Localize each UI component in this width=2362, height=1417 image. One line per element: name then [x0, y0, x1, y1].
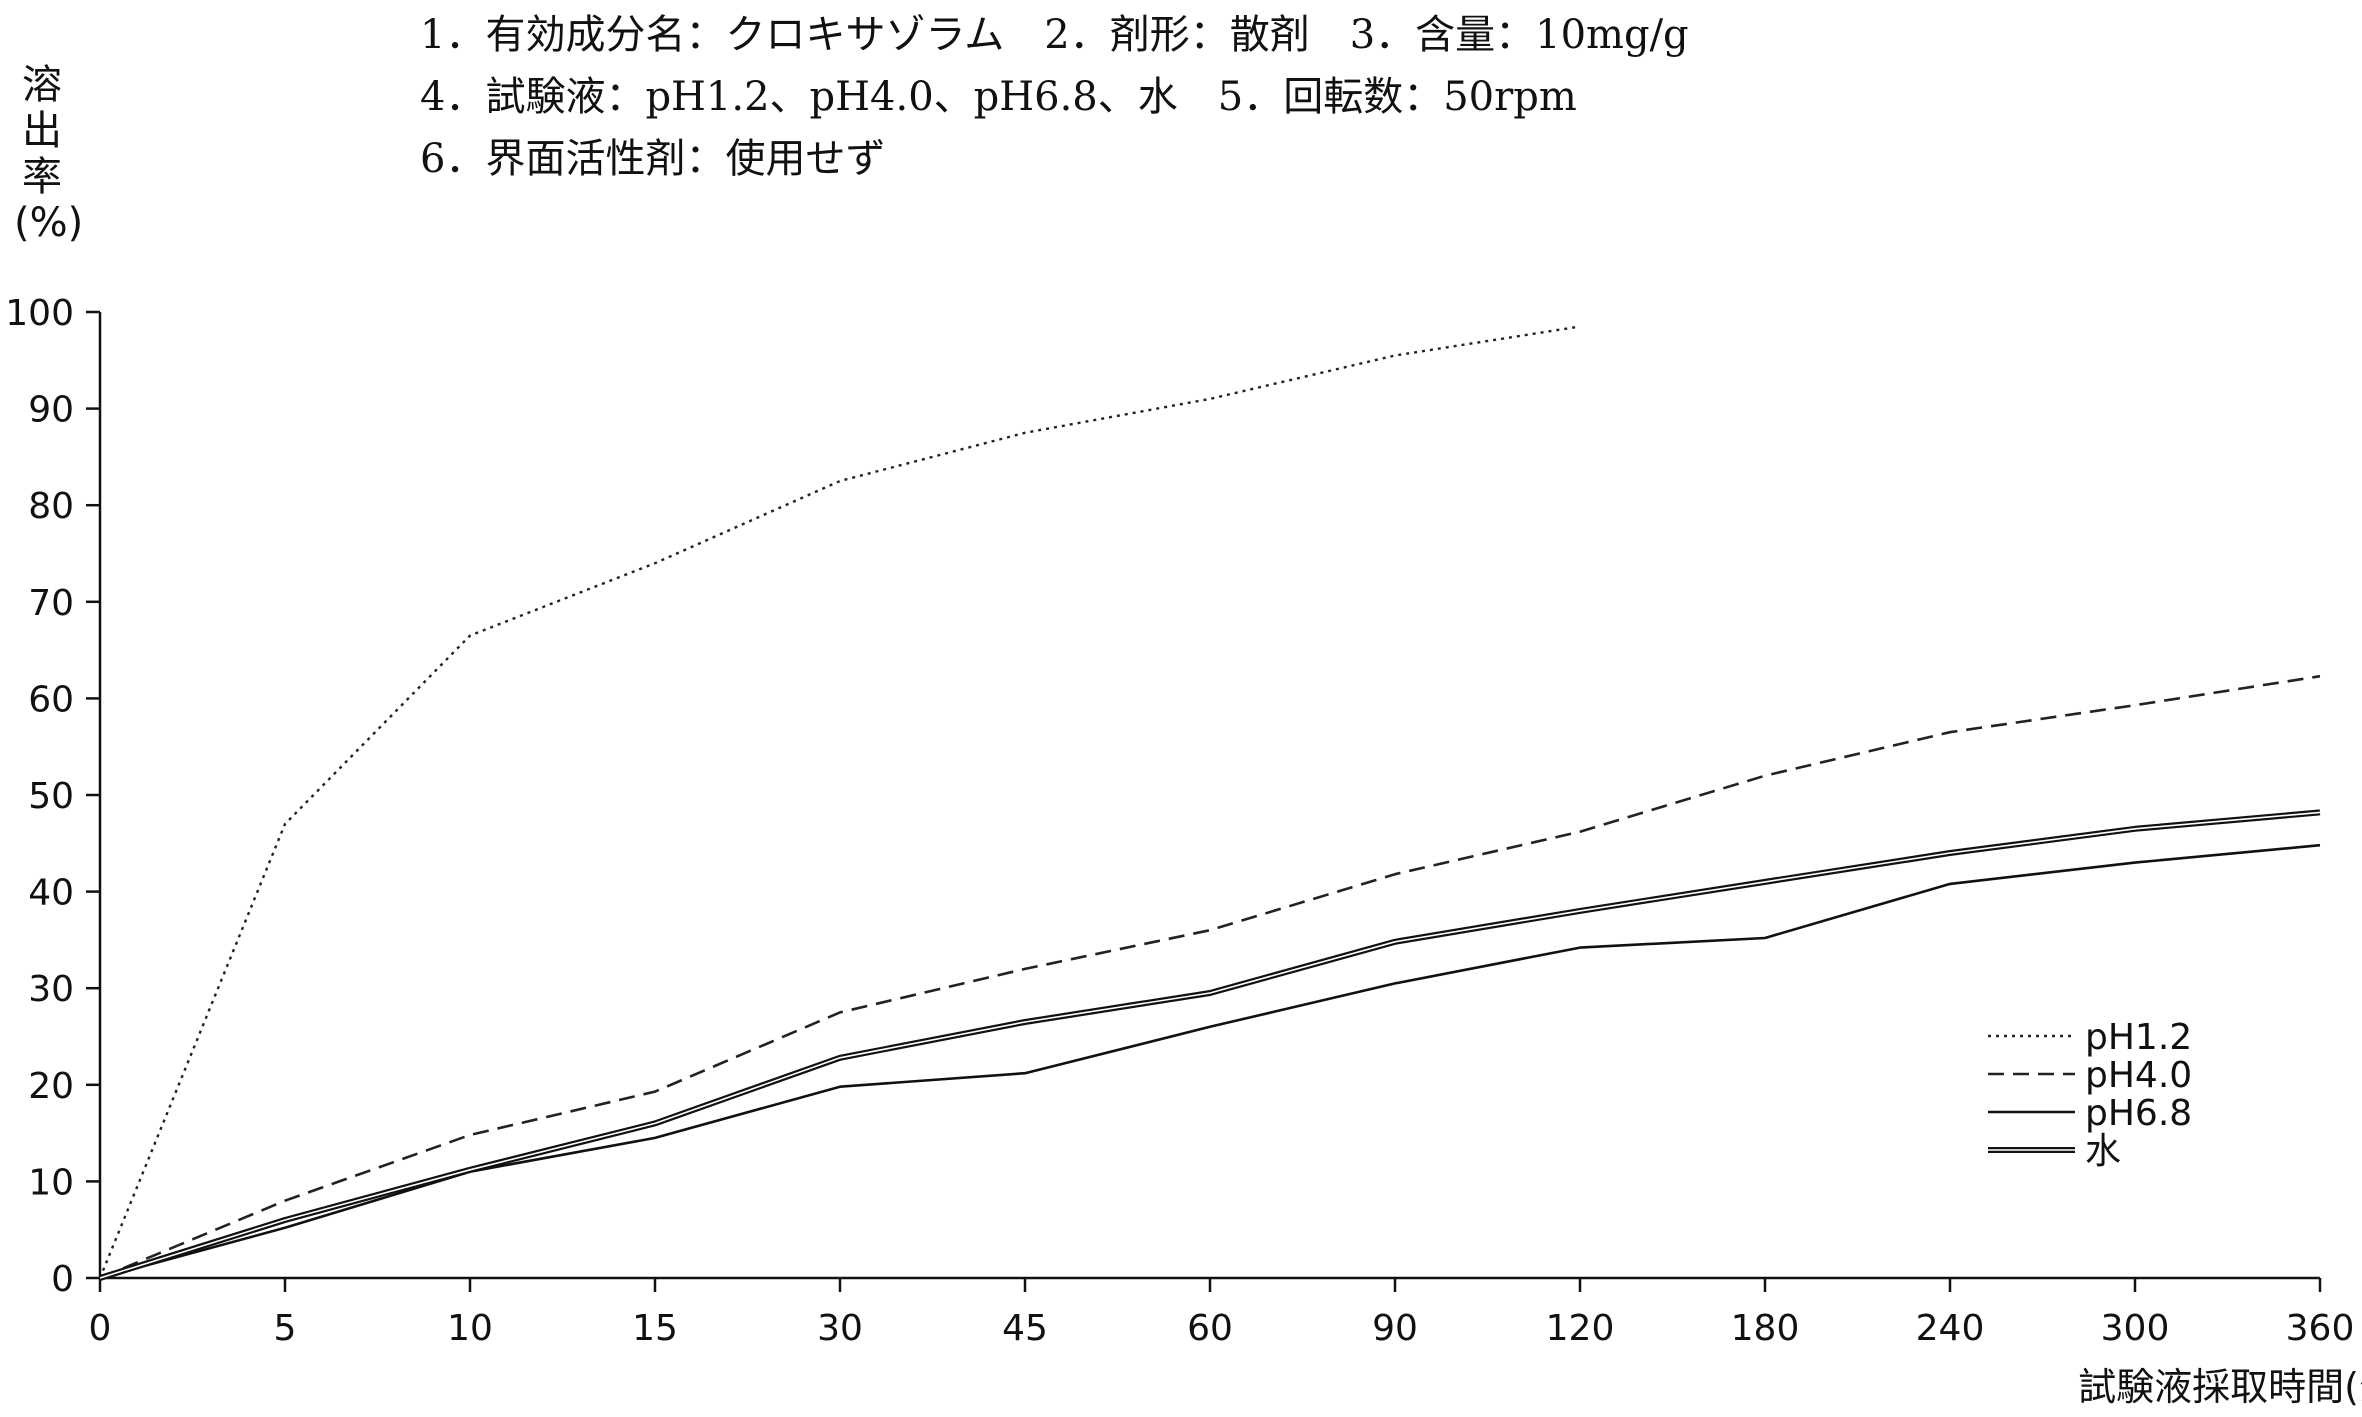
y-tick-label: 10: [28, 1162, 74, 1203]
y-tick-label: 30: [28, 969, 74, 1010]
y-tick-label: 90: [28, 390, 74, 431]
axes: 0 10 20 30 40 50 60 70 80 90 100 0 5 10 15 30 45 60 90 120 1…: [5, 293, 2354, 1349]
series-line-水: [99, 809, 2321, 1281]
legend-item: pH6.8: [1988, 1093, 2192, 1134]
legend-label: 水: [2085, 1131, 2121, 1172]
y-tick-label: 20: [28, 1066, 74, 1107]
legend-item: pH4.0: [1988, 1055, 2192, 1096]
series-path: [99, 674, 2321, 1280]
legend-label: pH6.8: [2085, 1093, 2192, 1134]
series-line-pH1.2: [98, 325, 1581, 1279]
x-tick-label: 90: [1372, 1308, 1418, 1349]
x-tick-label: 120: [1546, 1308, 1615, 1349]
x-tick-label: 45: [1002, 1308, 1048, 1349]
series-lines: [98, 325, 2321, 1281]
series-path: [99, 811, 2321, 1279]
x-tick-label: 5: [274, 1308, 297, 1349]
header-line-3: 6．界面活性剤：使用せず: [420, 136, 886, 182]
legend-item: pH1.2: [1988, 1017, 2192, 1058]
series-line-pH4.0: [99, 674, 2321, 1280]
legend-label: pH4.0: [2085, 1055, 2192, 1096]
header-line-1: 1．有効成分名：クロキサゾラム 2．剤形：散剤 3．含量：10mg/g: [420, 12, 1689, 58]
x-tick-label: 30: [817, 1308, 863, 1349]
y-axis-label-char: 率: [22, 154, 62, 200]
x-tick-label: 300: [2101, 1308, 2170, 1349]
legend-item: 水: [1988, 1131, 2121, 1172]
series-line-pH6.8: [99, 843, 2321, 1280]
series-path: [99, 809, 2321, 1281]
series-path: [98, 325, 1581, 1279]
x-tick-label: 240: [1916, 1308, 1985, 1349]
x-tick-label: 360: [2286, 1308, 2355, 1349]
header-line-2: 4．試験液：pH1.2、pH4.0、pH6.8、水 5．回転数：50rpm: [420, 74, 1577, 120]
x-tick-label: 60: [1187, 1308, 1233, 1349]
series-path: [99, 843, 2321, 1280]
y-tick-label: 0: [51, 1259, 74, 1300]
x-axis-label: 試験液採取時間(分): [2078, 1365, 2362, 1409]
y-tick-label: 80: [28, 486, 74, 527]
y-tick-label: 70: [28, 583, 74, 624]
y-tick-label: 40: [28, 873, 74, 914]
x-tick-label: 180: [1731, 1308, 1800, 1349]
y-axis-label-char: 出: [22, 108, 62, 154]
x-tick-label: 0: [89, 1308, 112, 1349]
y-tick-label: 60: [28, 679, 74, 720]
x-tick-label: 10: [447, 1308, 493, 1349]
x-tick-label: 15: [632, 1308, 678, 1349]
legend-label: pH1.2: [2085, 1017, 2192, 1058]
y-tick-label: 50: [28, 776, 74, 817]
y-axis-label-char: 溶: [22, 62, 62, 108]
y-tick-label: 100: [5, 293, 74, 334]
